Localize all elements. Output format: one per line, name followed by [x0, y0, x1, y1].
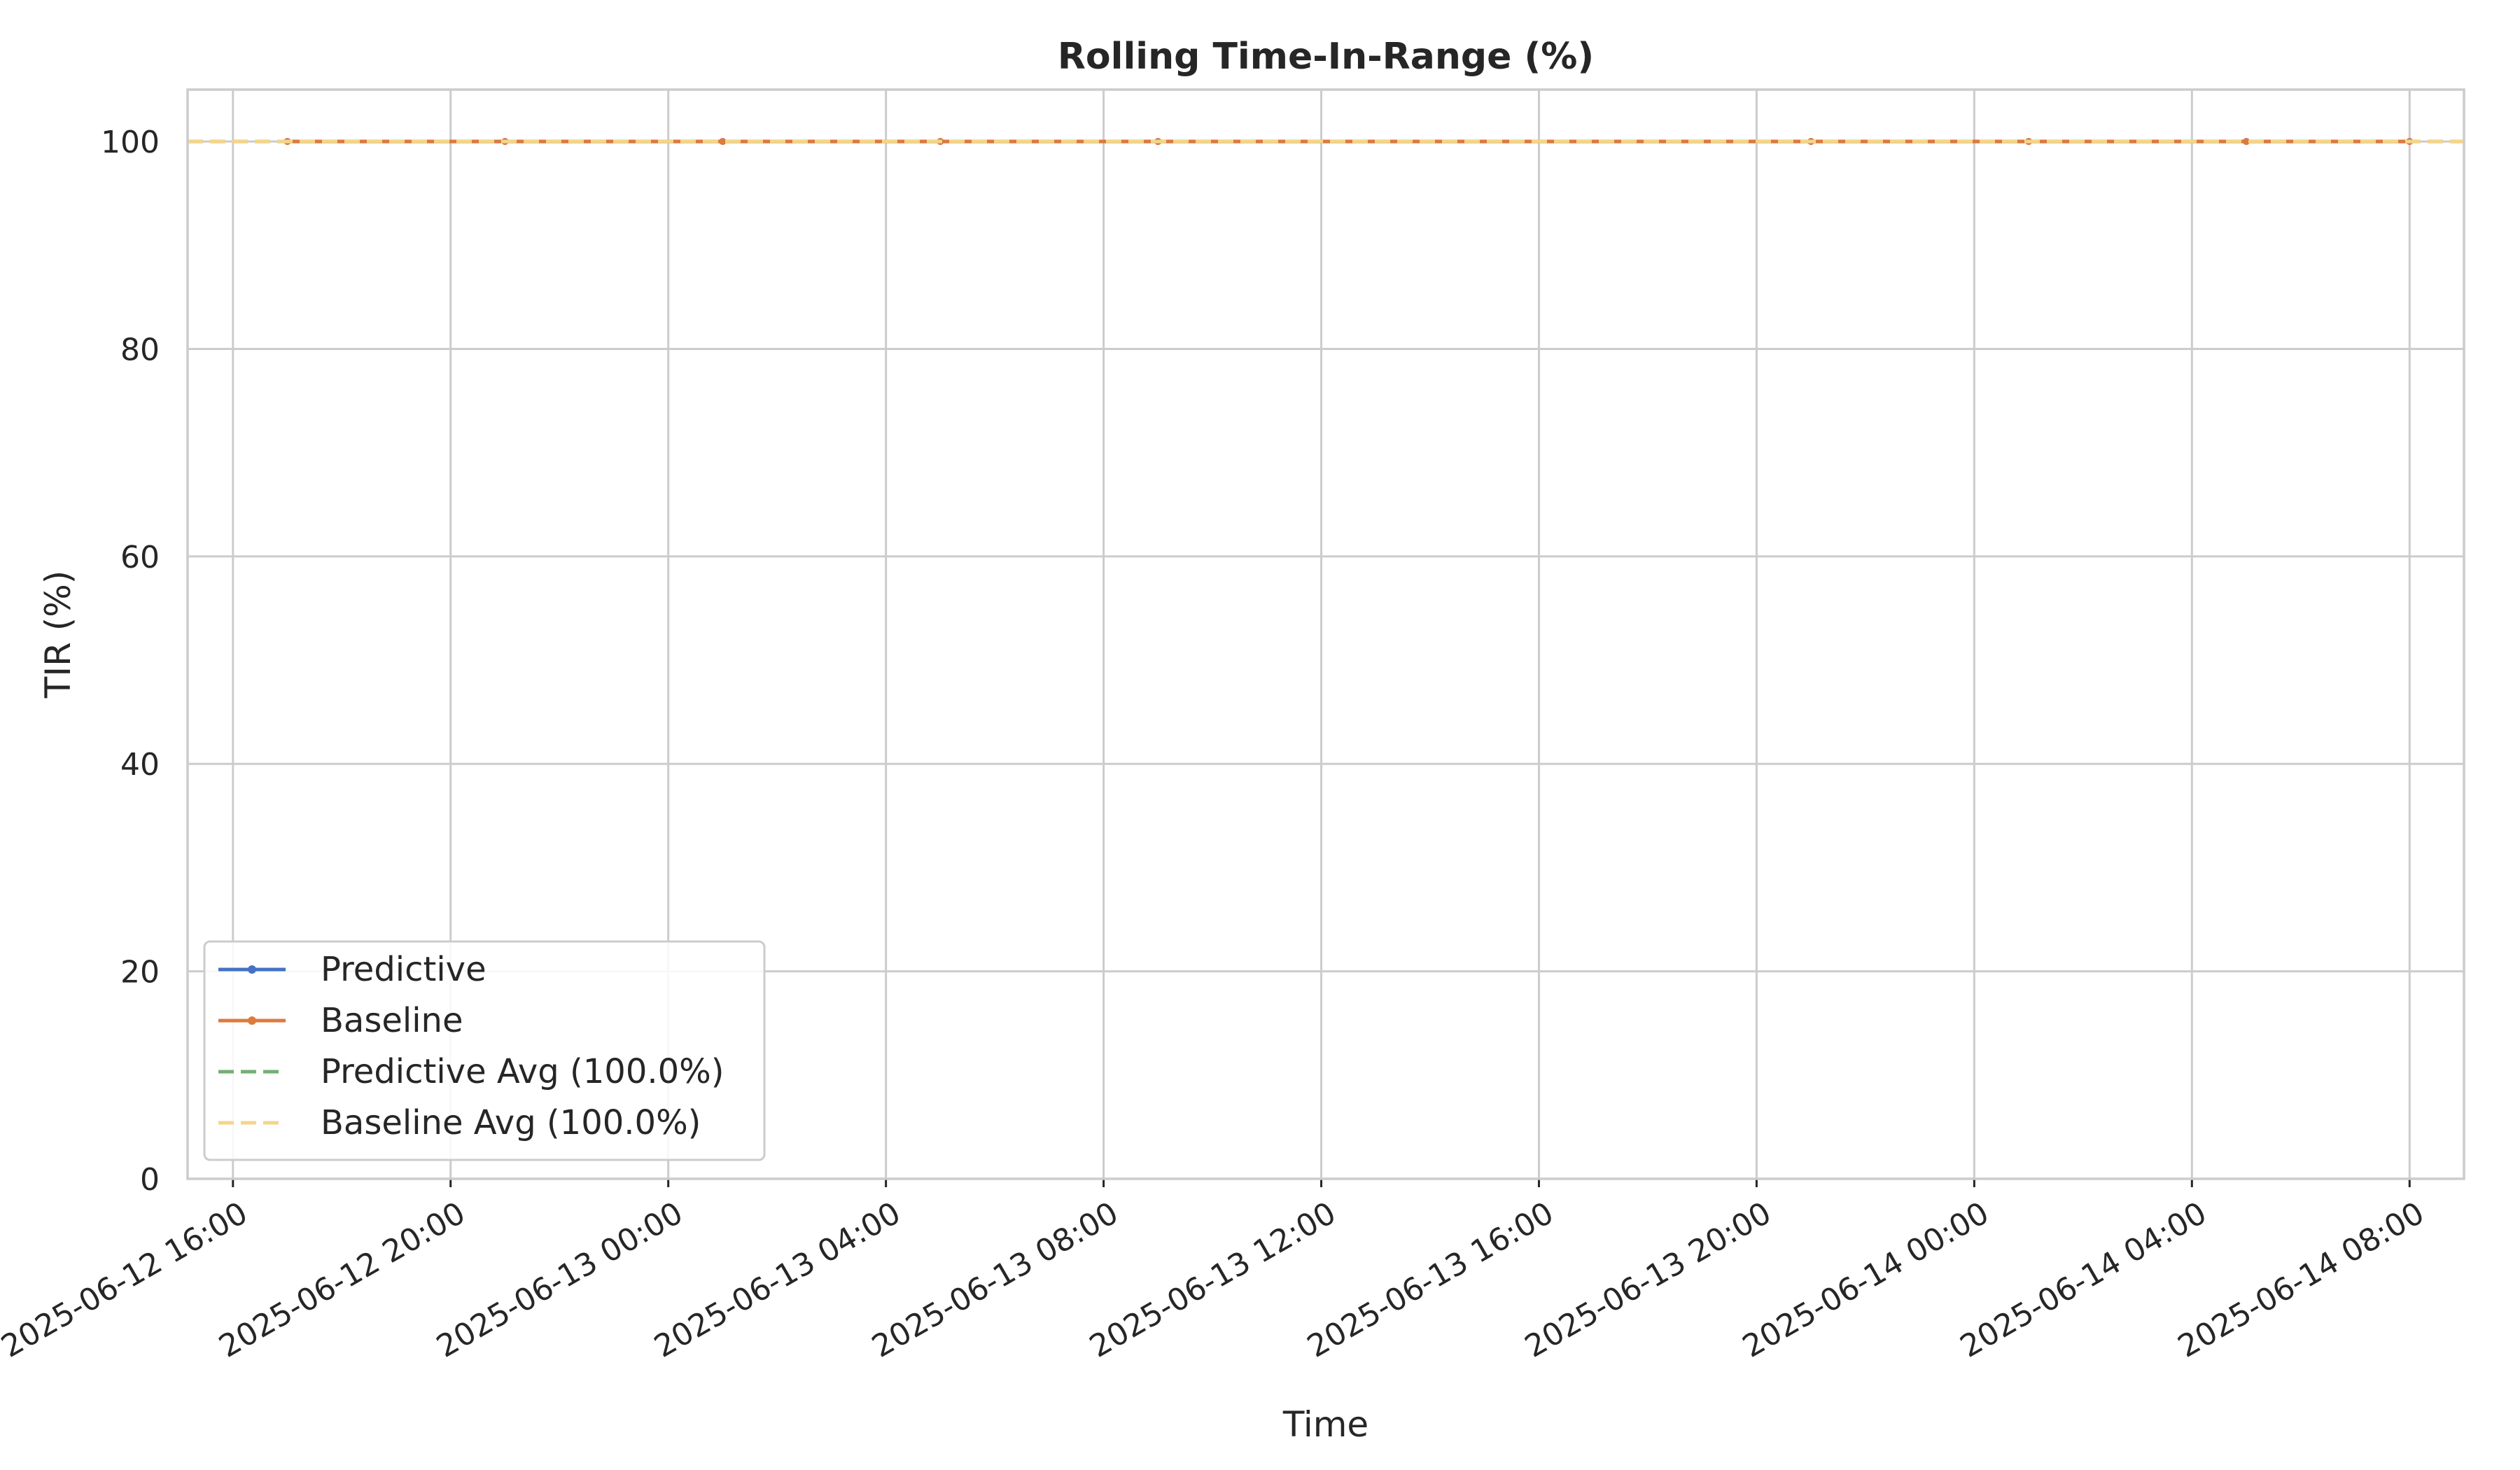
legend-label: Baseline Avg (100.0%): [321, 1103, 701, 1142]
y-axis-label: TIR (%): [38, 570, 78, 699]
legend-label: Predictive: [321, 950, 486, 989]
legend-marker: [248, 1016, 256, 1025]
plot-frame: [186, 88, 2465, 1180]
legend-item: Predictive: [218, 950, 486, 989]
data-point: [2243, 138, 2250, 146]
y-tick-label: 60: [120, 540, 160, 575]
legend-label: Baseline: [321, 1001, 463, 1040]
y-tick-label: 100: [101, 125, 160, 160]
legend-item: Predictive Avg (100.0%): [218, 1052, 724, 1091]
x-axis-label: Time: [1282, 1404, 1368, 1445]
y-tick-label: 0: [140, 1162, 160, 1198]
y-tick-labels: 0 20 40 60 80 100: [101, 125, 160, 1198]
series-layer: [188, 138, 2464, 146]
y-tick-label: 20: [120, 955, 160, 990]
data-point: [719, 138, 727, 146]
legend-item: Baseline Avg (100.0%): [218, 1103, 701, 1142]
legend-box: [203, 940, 766, 1161]
legend-item: Baseline: [218, 1001, 463, 1040]
legend-label: Predictive Avg (100.0%): [321, 1052, 724, 1091]
y-tick-label: 40: [120, 747, 160, 783]
legend: Predictive Baseline Predictive Avg (100.0%…: [203, 940, 766, 1161]
legend-marker: [248, 965, 256, 974]
y-tick-label: 80: [120, 332, 160, 368]
chart-title: Rolling Time-In-Range (%): [1058, 36, 1594, 78]
